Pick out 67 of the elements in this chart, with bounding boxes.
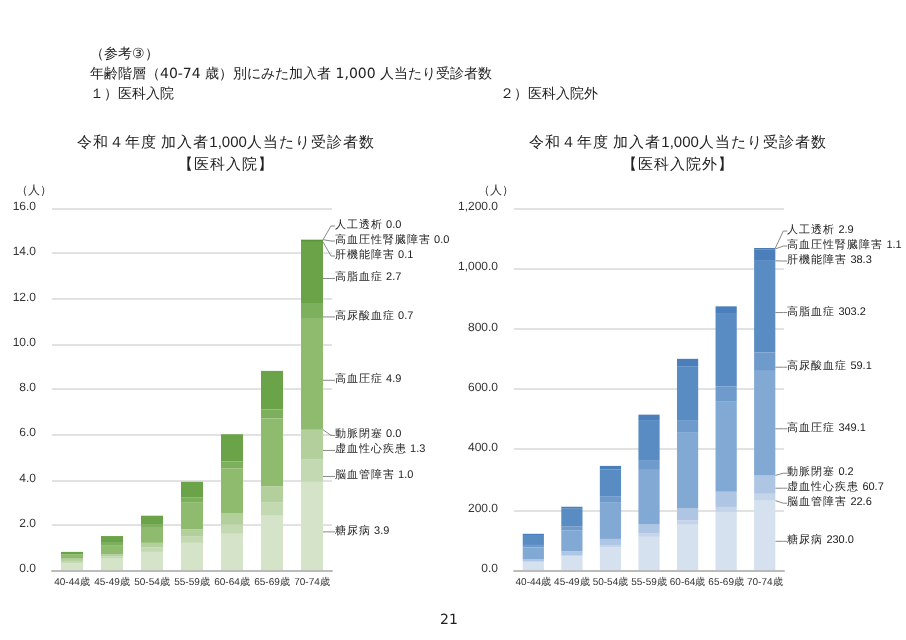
bar <box>301 303 323 319</box>
bar <box>301 481 323 570</box>
bar <box>181 542 203 570</box>
bar <box>261 370 283 410</box>
bar <box>301 241 323 304</box>
bar <box>638 469 660 525</box>
bar <box>638 524 660 534</box>
bar <box>715 491 737 507</box>
bar <box>301 429 323 460</box>
bar <box>638 460 660 470</box>
bar <box>101 558 123 570</box>
bar <box>301 318 323 430</box>
bar <box>301 459 323 482</box>
bar <box>261 486 283 503</box>
bar <box>599 502 622 539</box>
bar <box>754 493 776 501</box>
bar <box>715 512 737 570</box>
bar <box>715 313 737 387</box>
bar <box>221 513 243 525</box>
bar <box>261 515 283 570</box>
bar <box>561 556 583 570</box>
bar <box>141 515 163 525</box>
bar <box>676 358 699 367</box>
bar <box>101 536 123 543</box>
bar <box>715 506 737 513</box>
bar <box>754 475 776 494</box>
bar <box>181 481 203 498</box>
bar <box>522 562 544 570</box>
bar <box>754 249 776 261</box>
bar <box>221 533 243 570</box>
bar <box>754 370 776 476</box>
bar <box>676 508 699 521</box>
bar <box>61 563 83 570</box>
bar <box>561 508 583 527</box>
bar <box>715 386 737 402</box>
bar <box>676 432 699 509</box>
bar <box>599 547 622 570</box>
bar <box>561 530 583 552</box>
bar <box>599 538 622 545</box>
bar <box>221 434 243 462</box>
bar <box>638 536 660 570</box>
bar <box>181 502 203 530</box>
bar <box>676 524 699 570</box>
bar <box>181 536 203 543</box>
bar <box>221 461 243 469</box>
bar <box>221 468 243 514</box>
bar <box>676 420 699 433</box>
bar <box>599 469 622 497</box>
bar <box>101 545 123 555</box>
bar <box>754 352 776 371</box>
bar <box>599 496 622 503</box>
bar <box>261 502 283 516</box>
bar <box>141 551 163 570</box>
bar <box>141 527 163 543</box>
bar <box>221 524 243 534</box>
bar <box>522 547 544 560</box>
bar <box>754 260 776 353</box>
bar <box>638 420 660 461</box>
bar <box>715 401 737 492</box>
bar <box>522 535 544 545</box>
bar <box>715 306 737 314</box>
bar <box>261 409 283 419</box>
bar <box>676 366 699 421</box>
bar <box>181 529 203 537</box>
bar <box>261 418 283 487</box>
bar <box>638 414 660 421</box>
bar <box>754 500 776 570</box>
